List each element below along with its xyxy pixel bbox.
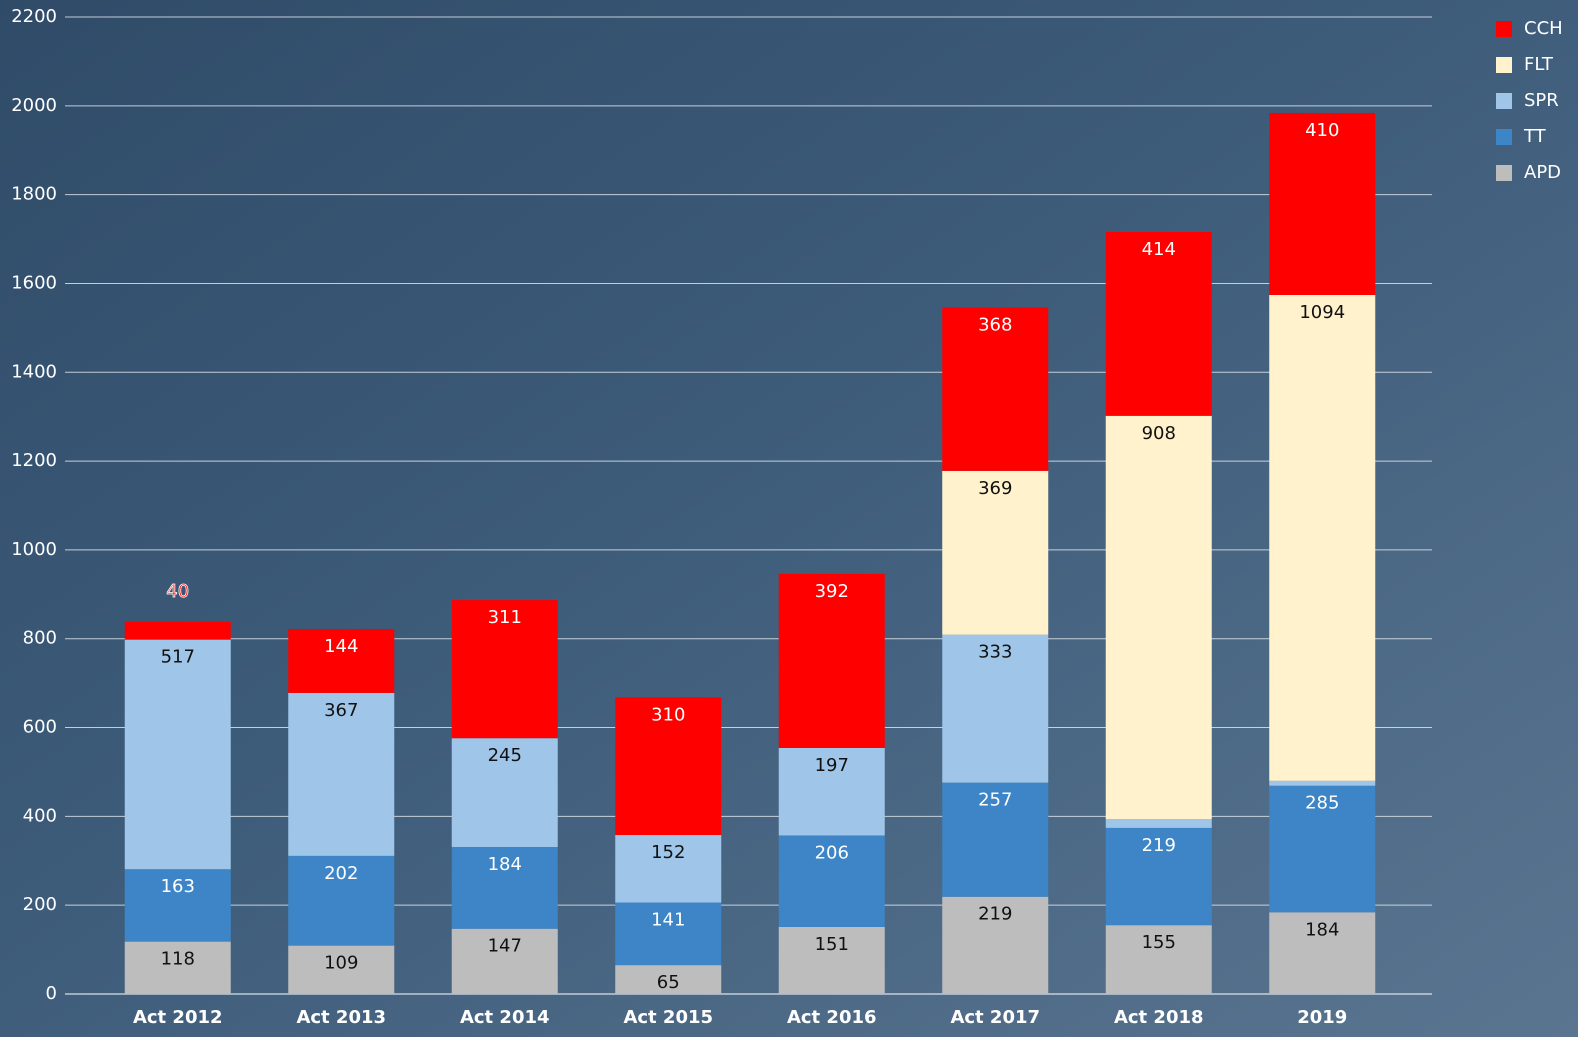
- chart: 0 200 400 600 800 1000 1200 1400 1600 1800 2000 220…: [0, 0, 1578, 1037]
- data-label: 285: [1305, 793, 1339, 814]
- x-tick-label: Act 2016: [787, 1007, 877, 1028]
- bar-segment: [1106, 819, 1212, 828]
- data-label: 40: [166, 581, 189, 602]
- data-label: 202: [324, 863, 358, 884]
- data-label: 517: [161, 647, 195, 668]
- y-tick-label: 1400: [11, 361, 57, 382]
- data-label: 414: [1142, 239, 1176, 260]
- x-tick-label: Act 2015: [623, 1007, 713, 1028]
- data-label: 1094: [1299, 302, 1345, 323]
- data-label: 206: [815, 842, 849, 863]
- y-tick-label: 1600: [11, 272, 57, 293]
- x-tick-label: Act 2013: [296, 1007, 386, 1028]
- data-label: 310: [651, 704, 685, 725]
- x-tick-label: 2019: [1297, 1007, 1347, 1028]
- data-label: 367: [324, 700, 358, 721]
- data-label: 118: [161, 949, 195, 970]
- bar-segment: [125, 622, 231, 640]
- data-label: 155: [1142, 932, 1176, 953]
- data-label: 410: [1305, 120, 1339, 141]
- legend-swatch: [1496, 165, 1512, 181]
- y-tick-label: 2200: [11, 6, 57, 27]
- data-label: 141: [651, 910, 685, 931]
- data-label: 311: [488, 607, 522, 628]
- data-label: 65: [657, 972, 680, 993]
- data-label: 908: [1142, 423, 1176, 444]
- bar-segment: [1269, 781, 1375, 786]
- data-label: 368: [978, 314, 1012, 335]
- data-label: 369: [978, 478, 1012, 499]
- data-label: 219: [1142, 835, 1176, 856]
- legend-label: TT: [1523, 126, 1547, 147]
- legend-label: FLT: [1524, 54, 1554, 75]
- bar-segment: [1106, 416, 1212, 819]
- data-label: 184: [488, 854, 522, 875]
- legend-swatch: [1496, 93, 1512, 109]
- y-tick-label: 200: [23, 894, 57, 915]
- legend-label: CCH: [1524, 18, 1563, 39]
- data-label: 151: [815, 934, 849, 955]
- bar-segment: [125, 640, 231, 870]
- data-label: 219: [978, 904, 1012, 925]
- data-label: 184: [1305, 919, 1339, 940]
- y-tick-label: 800: [23, 628, 57, 649]
- bar-segment: [1269, 295, 1375, 781]
- data-label: 257: [978, 790, 1012, 811]
- data-label: 245: [488, 745, 522, 766]
- y-tick-label: 600: [23, 717, 57, 738]
- data-label: 152: [651, 842, 685, 863]
- y-tick-label: 2000: [11, 95, 57, 116]
- y-tick-label: 0: [46, 983, 57, 1004]
- x-tick-label: Act 2018: [1114, 1007, 1204, 1028]
- x-tick-label: Act 2017: [950, 1007, 1040, 1028]
- data-label: 392: [815, 581, 849, 602]
- legend-swatch: [1496, 57, 1512, 73]
- data-label: 147: [488, 936, 522, 957]
- data-label: 163: [161, 876, 195, 897]
- y-tick-label: 1800: [11, 184, 57, 205]
- legend-label: APD: [1524, 162, 1561, 183]
- data-label: 144: [324, 636, 358, 657]
- x-tick-label: Act 2014: [460, 1007, 550, 1028]
- data-label: 197: [815, 755, 849, 776]
- legend-swatch: [1496, 21, 1512, 37]
- y-tick-label: 400: [23, 805, 57, 826]
- legend-swatch: [1496, 129, 1512, 145]
- y-tick-label: 1200: [11, 450, 57, 471]
- data-label: 333: [978, 642, 1012, 663]
- data-label: 109: [324, 953, 358, 974]
- y-tick-label: 1000: [11, 539, 57, 560]
- x-tick-label: Act 2012: [133, 1007, 223, 1028]
- legend-label: SPR: [1524, 90, 1559, 111]
